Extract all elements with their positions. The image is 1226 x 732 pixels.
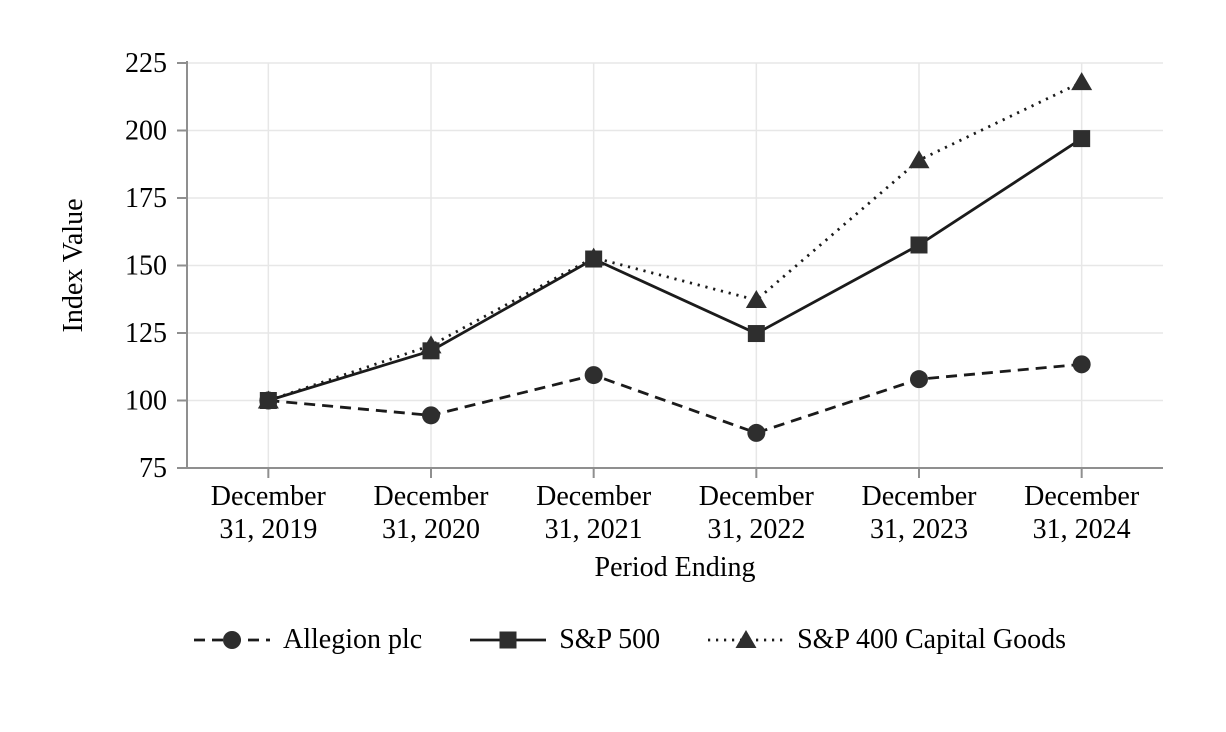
circle-marker-icon [747,423,766,442]
x-tick-label-line1: December [699,481,815,512]
legend-circle-swatch-icon [194,631,270,649]
x-tick-label-line2: 31, 2021 [545,514,643,545]
circle-marker-icon [422,406,440,425]
triangle-marker-icon [735,630,757,648]
x-tick-label: December 31, 2020 [373,481,489,545]
y-tick-label: 100 [125,386,167,417]
square-marker-icon [747,325,765,343]
x-tick-label-line2: 31, 2022 [707,514,805,545]
legend-label-allegion-plc: Allegion plc [283,624,423,655]
x-tick-label-line1: December [373,481,489,512]
series-line-dotted [267,80,1083,402]
x-tick-label: December 31, 2021 [536,481,652,545]
triangle-marker-icon [1071,72,1093,91]
legend-label-s-p-400-capital-goods: S&P 400 Capital Goods [797,624,1066,655]
y-tick-label: 200 [125,116,167,147]
x-tick-label-line1: December [211,481,327,512]
y-tick-label: 125 [125,318,167,349]
circle-marker-icon [910,370,928,389]
square-marker-icon [422,342,440,360]
x-tick-label-line1: December [536,481,652,512]
x-tick-label-line2: 31, 2020 [382,514,480,545]
legend-square-swatch-icon [470,631,547,649]
square-marker-icon [1073,130,1091,148]
circle-marker-icon [223,631,241,649]
x-tick-label: December 31, 2019 [211,481,327,545]
x-tick-label-line2: 31, 2019 [219,514,317,545]
legend-triangle-swatch-icon [708,630,785,648]
x-tick-label-line2: 31, 2023 [870,514,968,545]
x-tick-label-line2: 31, 2024 [1033,514,1131,545]
y-axis-title: Index Value [58,199,89,333]
gridlines [187,62,1163,468]
legend-label-s-p-500: S&P 500 [559,624,661,655]
triangle-marker-icon [908,150,930,169]
legend-item-s-p-400-capital-goods: S&P 400 Capital Goods [706,624,1066,656]
square-marker-icon [910,236,928,254]
x-tick-label-line1: December [1024,481,1140,512]
circle-marker-icon [259,391,278,410]
series-line-solid [267,137,1083,402]
legend-item-s-p-500: S&P 500 [468,624,660,656]
x-tick-label: December 31, 2024 [1024,481,1140,545]
x-tick-label: December 31, 2022 [699,481,815,545]
square-marker-icon [499,631,517,649]
y-tick-label: 225 [125,48,167,79]
series-line-dashed [268,362,1082,435]
axes [177,61,1163,478]
series-markers [257,72,1093,442]
x-tick-label-line1: December [861,481,977,512]
legend-item-allegion-plc: Allegion plc [192,624,422,656]
circle-marker-icon [1072,355,1091,374]
x-axis-title: Period Ending [595,552,756,583]
circle-marker-icon [584,366,603,385]
series-lines [267,80,1083,435]
triangle-marker-icon [745,290,767,309]
y-tick-label: 175 [125,183,167,214]
y-tick-label: 75 [139,453,167,484]
y-tick-label: 150 [125,251,167,282]
x-tick-label: December 31, 2023 [861,481,977,545]
chart-legend: Allegion plc S&P 500 S&P 400 Capital Goods [192,624,1066,656]
square-marker-icon [585,250,603,268]
